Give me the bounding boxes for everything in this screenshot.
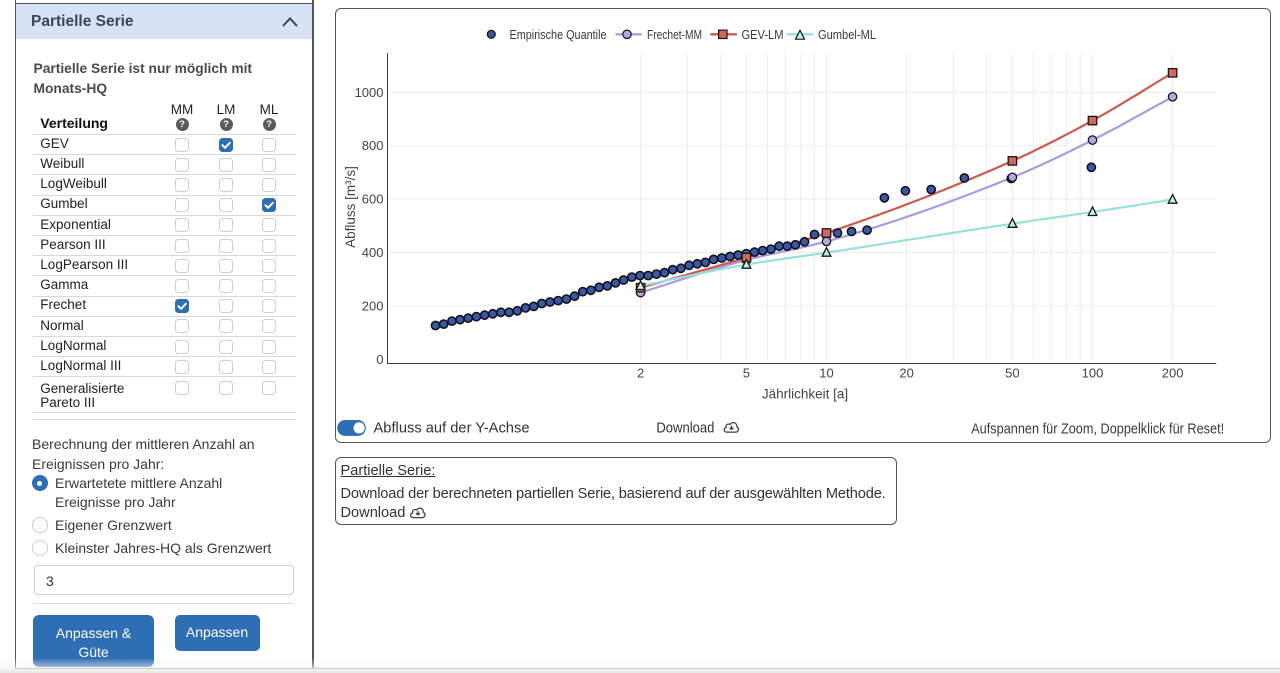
svg-text:Frechet-MM: Frechet-MM	[647, 28, 702, 42]
svg-text:Empirische Quantile: Empirische Quantile	[509, 28, 606, 42]
svg-text:5: 5	[742, 366, 749, 381]
svg-text:20: 20	[899, 366, 913, 381]
svg-text:1000: 1000	[354, 85, 383, 100]
svg-text:Abfluss [m³/s]: Abfluss [m³/s]	[343, 166, 358, 248]
svg-text:Jährlichkeit [a]: Jährlichkeit [a]	[761, 387, 847, 402]
svg-text:800: 800	[361, 138, 383, 153]
svg-text:Abfluss auf der Y-Achse: Abfluss auf der Y-Achse	[373, 421, 529, 437]
svg-text:Gumbel-ML: Gumbel-ML	[818, 28, 876, 42]
svg-text:GEV-LM: GEV-LM	[741, 28, 783, 42]
svg-text:600: 600	[361, 192, 383, 207]
svg-text:2: 2	[636, 366, 643, 381]
svg-text:10: 10	[819, 366, 833, 381]
svg-text:400: 400	[361, 245, 383, 260]
svg-text:Aufspannen für Zoom, Doppelkli: Aufspannen für Zoom, Doppelklick für Res…	[971, 422, 1224, 438]
svg-text:200: 200	[361, 298, 383, 313]
svg-text:50: 50	[1005, 366, 1019, 381]
svg-text:0: 0	[376, 352, 383, 367]
svg-text:Download: Download	[656, 421, 714, 437]
svg-text:100: 100	[1081, 366, 1103, 381]
svg-text:200: 200	[1161, 366, 1183, 381]
